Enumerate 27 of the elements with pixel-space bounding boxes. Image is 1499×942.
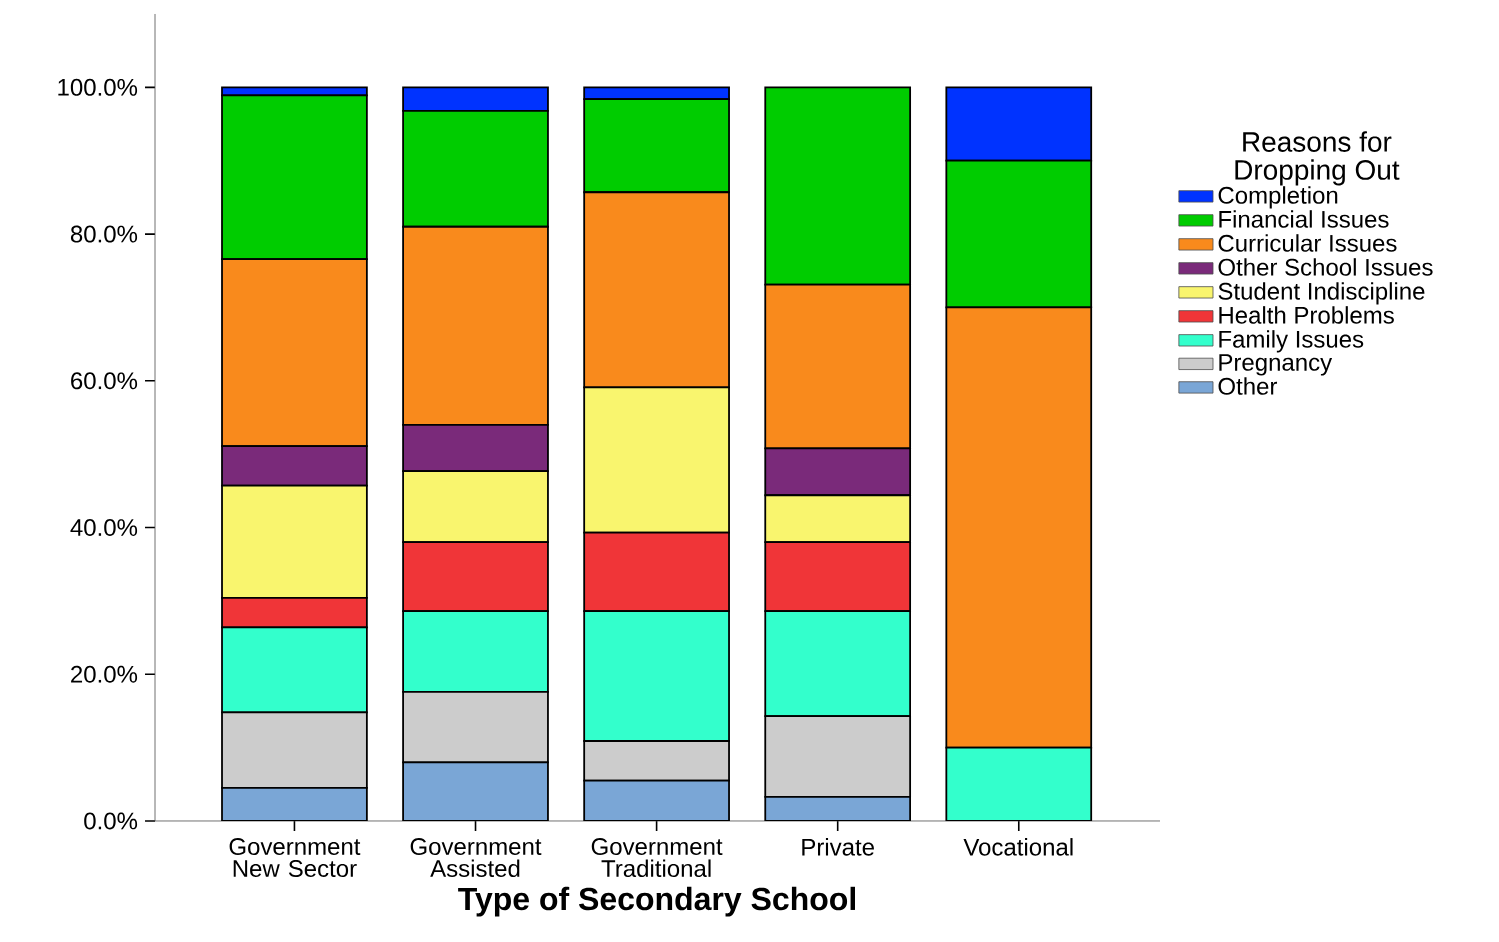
legend-label: Student Indiscipline: [1218, 282, 1425, 305]
y-tick-label: 60.0%: [71, 372, 138, 390]
y-tick-label: 0.0%: [84, 812, 138, 830]
legend-label: Family Issues: [1219, 330, 1364, 353]
legend-label: Completion: [1218, 186, 1338, 209]
legend-title: Reasons for Dropping Out: [1235, 131, 1400, 186]
legend-label: Health Problems: [1219, 306, 1394, 324]
bar: [221, 626, 368, 714]
bar: [945, 746, 1093, 821]
x-tick-label: Government New Sector: [229, 838, 361, 878]
y-tick-label: 40.0%: [70, 519, 138, 537]
bar: [583, 610, 730, 742]
bar: [764, 610, 912, 717]
x-tick-label: Vocational: [963, 838, 1073, 856]
x-axis-title: Type of Secondary School: [458, 886, 855, 917]
bar: [402, 610, 549, 693]
legend-label: Financial Issues: [1219, 210, 1389, 228]
x-tick-label: Government Assisted: [410, 838, 542, 878]
legend-label: Pregnancy: [1219, 354, 1333, 376]
x-tick-label: Private: [802, 838, 874, 856]
legend-label: Other: [1218, 377, 1278, 395]
legend-label: Curricular Issues: [1218, 234, 1397, 252]
y-tick-label: 100.0%: [58, 78, 138, 96]
x-tick-label: Government Traditional: [591, 838, 723, 878]
y-tick-label: 20.0%: [71, 665, 138, 683]
legend-label: Other School Issues: [1218, 258, 1433, 276]
y-tick-label: 80.0%: [70, 225, 138, 243]
